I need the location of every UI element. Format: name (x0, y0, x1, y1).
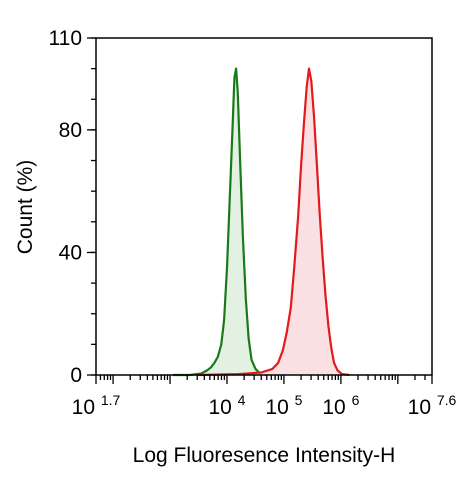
x-tick-label: 10 1.7 (72, 392, 121, 419)
series-layer (172, 67, 350, 377)
series-1-line (172, 67, 268, 377)
x-tick-label: 10 4 (208, 392, 245, 419)
y-tick-label: 80 (59, 119, 82, 142)
x-axis-title: Log Fluoresence Intensity-H (133, 444, 396, 467)
series-1-area (172, 68, 267, 375)
y-tick-label: 40 (59, 241, 82, 264)
series-2-area (198, 68, 350, 375)
x-tick-label: 10 7.6 (408, 392, 457, 419)
y-axis-tick-labels: 0 40 80 110 (49, 27, 82, 387)
x-tick-label: 10 5 (265, 392, 302, 419)
y-axis-title: Count (%) (14, 160, 37, 255)
y-tick-label: 0 (70, 364, 82, 387)
x-tick-label: 10 6 (322, 392, 359, 419)
x-axis-ticks (95, 375, 433, 384)
series-2-line (198, 67, 350, 377)
plot-frame (95, 37, 433, 376)
x-axis-tick-labels: 10 1.7 10 4 10 5 10 6 10 7.6 (72, 392, 457, 419)
y-tick-label: 110 (49, 27, 82, 50)
y-axis-ticks (87, 37, 96, 376)
